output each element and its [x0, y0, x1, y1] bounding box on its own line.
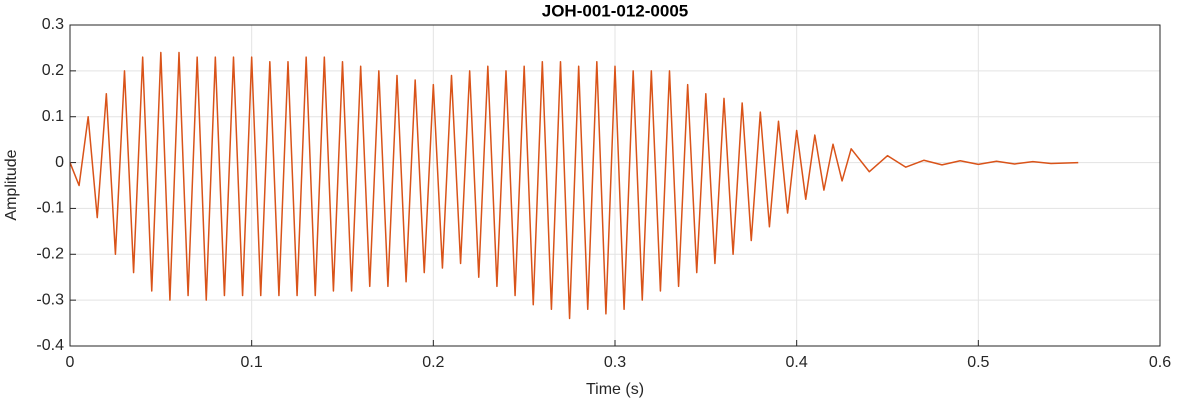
- y-tick-label: -0.2: [36, 246, 64, 263]
- y-tick-label: -0.1: [36, 200, 64, 217]
- x-tick-label: 0.1: [241, 354, 263, 371]
- plot-border: [69, 24, 1161, 347]
- y-tick-label: -0.4: [36, 337, 64, 354]
- x-tick-label: 0.2: [422, 354, 444, 371]
- y-tick-label: 0.3: [42, 16, 64, 33]
- x-tick-label: 0: [66, 354, 75, 371]
- x-tick-label: 0.4: [786, 354, 808, 371]
- x-axis-label: Time (s): [586, 381, 644, 398]
- y-tick-label: 0: [55, 154, 64, 171]
- y-tick-label: 0.1: [42, 108, 64, 125]
- chart-title: JOH-001-012-0005: [542, 1, 688, 20]
- x-tick-label: 0.3: [604, 354, 626, 371]
- y-axis-label: Amplitude: [3, 149, 20, 220]
- y-tick-label: 0.2: [42, 62, 64, 79]
- y-tick-label: -0.3: [36, 291, 64, 308]
- x-tick-label: 0.6: [1149, 354, 1171, 371]
- waveform-line: [69, 51, 1079, 320]
- x-tick-label: 0.5: [967, 354, 989, 371]
